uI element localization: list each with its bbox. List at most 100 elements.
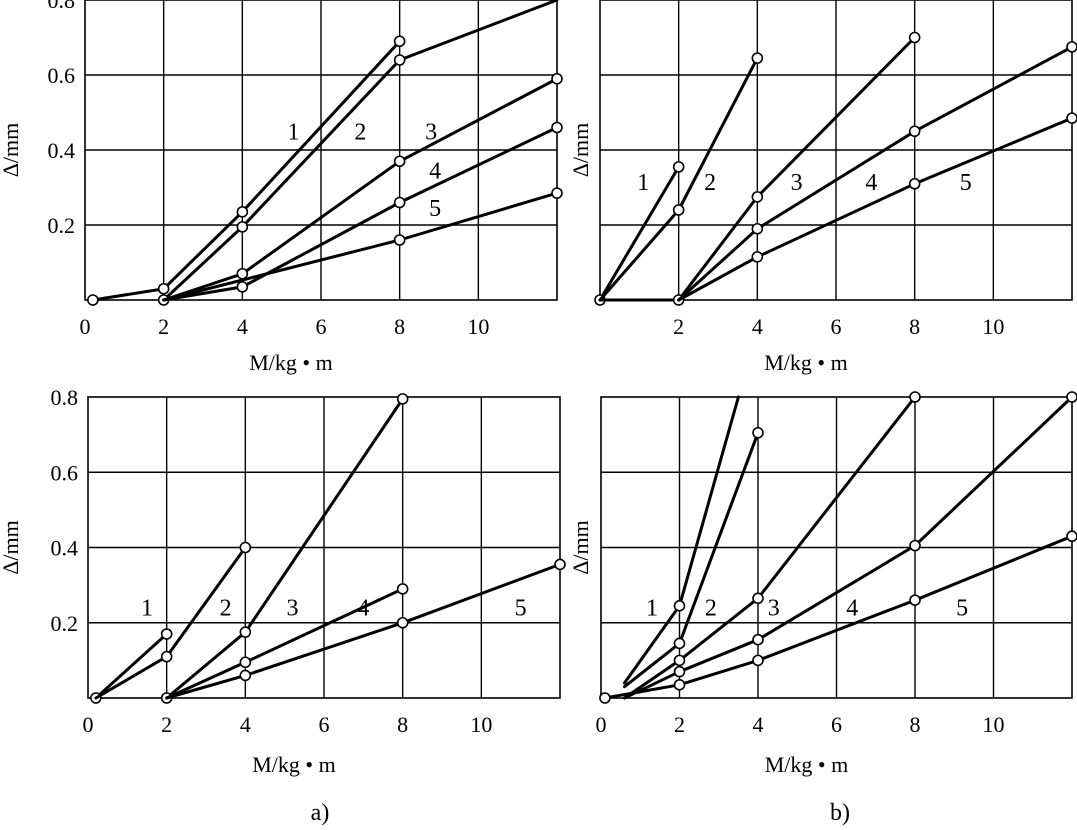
- data-point: [396, 616, 409, 629]
- data-point: [1066, 41, 1077, 53]
- curve-label: 1: [637, 170, 649, 196]
- caption-b: b): [830, 800, 850, 826]
- series-3: 3: [623, 391, 921, 700]
- x-tick-label: 10: [982, 314, 1004, 339]
- data-point: [908, 177, 921, 190]
- series-line: [677, 116, 1074, 302]
- data-point: [396, 583, 409, 595]
- data-point: [551, 121, 563, 134]
- plot-frame: [600, 396, 1073, 699]
- series-1: 1: [594, 161, 685, 306]
- data-point: [157, 282, 170, 295]
- x-tick-label: 4: [237, 314, 248, 339]
- y-axis-title: Δ/mm: [568, 123, 593, 177]
- x-tick-label: 2: [673, 314, 684, 339]
- x-axis-title: M/kg • m: [252, 752, 336, 777]
- data-point: [87, 294, 99, 306]
- curve-label: 5: [429, 196, 441, 222]
- data-point: [1066, 391, 1077, 403]
- series-3: 3: [160, 393, 409, 704]
- grid: [600, 0, 1072, 300]
- curve-label: 2: [705, 596, 717, 622]
- curve-label: 2: [704, 170, 716, 196]
- series-1: 1: [623, 395, 740, 685]
- x-tick-label: 10: [983, 712, 1005, 737]
- x-tick-label: 4: [753, 712, 764, 737]
- y-axis-title: Δ/mm: [0, 123, 23, 177]
- grid: [88, 397, 560, 698]
- y-tick-label: 0.2: [51, 611, 79, 636]
- curve-label: 1: [646, 596, 658, 622]
- series-line: [94, 632, 169, 700]
- y-axis-title: Δ/mm: [0, 520, 23, 574]
- data-point: [673, 600, 686, 612]
- x-tick-label: 8: [910, 712, 921, 737]
- series-2: 2: [598, 52, 764, 302]
- x-tick-label: 2: [158, 314, 169, 339]
- plot-frame: [599, 0, 1073, 301]
- y-tick-label: 0.6: [48, 63, 76, 88]
- series-5: 5: [677, 112, 1077, 302]
- series-2: 2: [94, 541, 252, 700]
- data-point: [751, 251, 764, 263]
- data-point: [551, 72, 563, 85]
- data-point: [752, 633, 764, 646]
- data-point: [396, 393, 409, 405]
- chart-bottom-right: 0 2 4 6 8 10 M/kg • m Δ/mm 1 2 3 4 5: [568, 391, 1077, 777]
- x-tick-label: 2: [161, 712, 172, 737]
- series-line: [598, 165, 681, 302]
- data-point: [908, 31, 921, 44]
- x-tick-label: 6: [831, 712, 842, 737]
- curve-label: 5: [956, 596, 968, 622]
- curve-label: 3: [768, 596, 780, 622]
- curve-label: 1: [141, 596, 153, 622]
- x-tick-label: 4: [240, 712, 251, 737]
- y-axis-title: Δ/mm: [568, 520, 593, 574]
- y-tick-label: 0.6: [51, 460, 79, 485]
- curve-label: 4: [846, 596, 858, 622]
- chart-bottom-left: 0 2 4 6 8 10 0.2 0.4 0.6 0.8 M/kg • m Δ/mm 1 2 3 4 5: [0, 385, 566, 777]
- data-point: [751, 191, 764, 203]
- data-point: [236, 206, 249, 218]
- y-tick-label: 0.8: [48, 0, 76, 13]
- curve-label: 4: [429, 159, 441, 185]
- data-point: [239, 626, 252, 638]
- series-4: 4: [677, 41, 1077, 302]
- data-point: [599, 692, 611, 704]
- x-tick-label: 6: [316, 314, 327, 339]
- series-line: [162, 77, 559, 302]
- curve-label: 3: [425, 119, 437, 145]
- plot-frame: [87, 396, 561, 699]
- data-point: [909, 539, 921, 552]
- series-1: 1: [87, 35, 406, 306]
- curve-label: 2: [220, 596, 232, 622]
- data-point: [160, 650, 173, 663]
- chart-top-right: 2 4 6 8 10 M/kg • m Δ/mm 1 2 3 4 5: [568, 0, 1077, 375]
- data-point: [236, 267, 249, 280]
- curve-label: 4: [865, 170, 877, 196]
- x-tick-label: 10: [467, 314, 489, 339]
- x-tick-label: 4: [752, 314, 763, 339]
- x-tick-label: 8: [397, 712, 408, 737]
- x-tick-label: 0: [83, 712, 94, 737]
- x-axis-title: M/kg • m: [249, 350, 333, 375]
- data-point: [393, 196, 406, 209]
- curve-label: 5: [960, 170, 972, 196]
- series-3: 3: [162, 72, 563, 302]
- data-point: [672, 161, 685, 173]
- x-tick-label: 2: [674, 712, 685, 737]
- data-point: [751, 222, 764, 235]
- data-point: [393, 234, 406, 246]
- series-2: 2: [623, 426, 764, 689]
- x-tick-label: 0: [596, 712, 607, 737]
- x-axis-title: M/kg • m: [765, 752, 849, 777]
- data-point: [160, 628, 173, 640]
- data-point: [673, 654, 686, 667]
- data-point: [236, 281, 249, 293]
- series-line: [165, 562, 562, 700]
- curve-label: 5: [515, 596, 527, 622]
- data-point: [909, 594, 921, 606]
- data-point: [236, 221, 249, 233]
- x-tick-label: 6: [319, 712, 330, 737]
